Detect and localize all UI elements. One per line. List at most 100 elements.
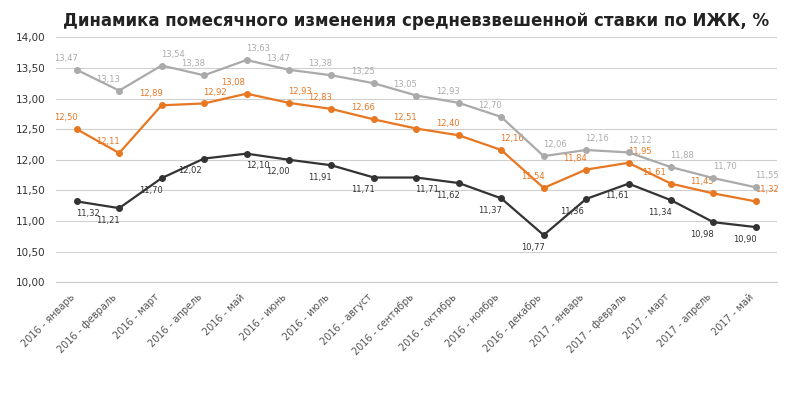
ИЖК под залог ДДУ [369,175,378,180]
Text: 11,32: 11,32 [755,186,779,195]
ИЖК под залог ДДУ [454,181,464,186]
ИЖК [72,127,82,132]
ИЖК под залог жилья [496,115,506,120]
Text: 12,93: 12,93 [436,87,459,96]
ИЖК под залог жилья [751,185,760,190]
Text: 12,51: 12,51 [393,112,417,122]
Text: 11,36: 11,36 [561,207,584,216]
ИЖК под залог жилья [539,154,549,159]
Text: 12,93: 12,93 [288,87,312,96]
Text: 13,05: 13,05 [393,80,417,88]
Text: 12,12: 12,12 [628,137,652,146]
ИЖК под залог ДДУ [496,196,506,201]
Text: 12,89: 12,89 [139,89,163,98]
Title: Динамика помесячного изменения средневзвешенной ставки по ИЖК, %: Динамика помесячного изменения средневзв… [63,12,769,30]
Text: 13,63: 13,63 [246,44,270,53]
Text: 13,38: 13,38 [308,59,332,68]
Text: 11,95: 11,95 [628,147,652,156]
ИЖК под залог ДДУ [327,163,336,168]
Text: 12,16: 12,16 [585,134,609,143]
ИЖК [327,107,336,112]
Text: 12,11: 12,11 [96,137,120,146]
Text: 11,21: 11,21 [96,216,120,225]
Text: 12,06: 12,06 [543,140,567,149]
ИЖК [114,151,124,156]
ИЖК под залог ДДУ [751,225,760,229]
ИЖК под залог ДДУ [539,232,549,237]
Text: 13,47: 13,47 [54,54,78,63]
ИЖК [284,100,293,105]
ИЖК под залог жилья [114,88,124,93]
Text: 13,25: 13,25 [351,67,374,76]
ИЖК под залог ДДУ [157,176,167,181]
ИЖК [666,181,676,186]
ИЖК под залог жилья [369,81,378,86]
Line: ИЖК: ИЖК [74,91,759,204]
ИЖК под залог жилья [666,165,676,170]
Text: 13,08: 13,08 [220,78,244,87]
ИЖК под залог ДДУ [114,206,124,211]
Text: 11,37: 11,37 [478,206,502,215]
ИЖК под залог ДДУ [412,175,421,180]
ИЖК под залог жилья [624,150,634,155]
Text: 11,55: 11,55 [755,171,779,181]
Text: 10,77: 10,77 [521,243,545,252]
Text: 11,61: 11,61 [606,191,630,200]
Text: 11,84: 11,84 [563,154,587,163]
ИЖК [412,126,421,131]
ИЖК под залог жилья [242,58,251,63]
ИЖК под залог жилья [199,73,209,78]
ИЖК под залог ДДУ [72,199,82,204]
Text: 13,38: 13,38 [181,59,205,68]
ИЖК под залог ДДУ [666,198,676,203]
Text: 13,13: 13,13 [96,75,120,84]
Text: 11,61: 11,61 [642,168,666,177]
Text: 11,62: 11,62 [436,191,459,200]
Text: 12,92: 12,92 [203,88,227,97]
Text: 12,10: 12,10 [246,161,270,170]
ИЖК под залог жилья [412,93,421,98]
Line: ИЖК под залог жилья: ИЖК под залог жилья [74,57,759,190]
ИЖК [157,103,167,108]
Text: 10,90: 10,90 [733,235,757,244]
ИЖК [581,167,591,172]
ИЖК под залог ДДУ [709,220,718,225]
ИЖК под залог ДДУ [624,181,634,186]
Text: 13,47: 13,47 [266,54,289,63]
ИЖК под залог жилья [709,176,718,181]
ИЖК под залог жилья [454,100,464,105]
ИЖК под залог ДДУ [199,156,209,161]
Text: 12,66: 12,66 [351,103,375,112]
Text: 11,71: 11,71 [351,185,374,194]
Text: 10,98: 10,98 [691,230,714,239]
Text: 12,16: 12,16 [500,134,524,143]
ИЖК [369,117,378,122]
ИЖК под залог жилья [581,147,591,152]
Text: 13,54: 13,54 [161,49,185,59]
Text: 11,71: 11,71 [416,185,439,194]
ИЖК под залог жилья [157,63,167,68]
Text: 11,91: 11,91 [308,173,332,182]
Text: 11,88: 11,88 [670,151,694,160]
ИЖК под залог жилья [284,67,293,72]
ИЖК под залог ДДУ [284,157,293,162]
ИЖК [496,147,506,152]
ИЖК под залог жилья [327,73,336,78]
Line: ИЖК под залог ДДУ: ИЖК под залог ДДУ [74,151,759,238]
ИЖК под залог ДДУ [581,196,591,201]
Text: 12,83: 12,83 [308,93,332,102]
ИЖК под залог жилья [72,67,82,72]
Text: 11,34: 11,34 [648,208,672,217]
Text: 12,40: 12,40 [436,120,459,128]
ИЖК под залог ДДУ [242,151,251,156]
ИЖК [454,133,464,138]
Text: 12,02: 12,02 [178,166,202,175]
Text: 11,70: 11,70 [139,186,163,195]
Text: 11,45: 11,45 [691,178,714,186]
Text: 12,70: 12,70 [478,101,502,110]
Text: 12,50: 12,50 [54,113,78,122]
Text: 11,32: 11,32 [76,209,100,218]
Text: 12,00: 12,00 [266,167,289,176]
ИЖК [199,101,209,106]
ИЖК [751,199,760,204]
